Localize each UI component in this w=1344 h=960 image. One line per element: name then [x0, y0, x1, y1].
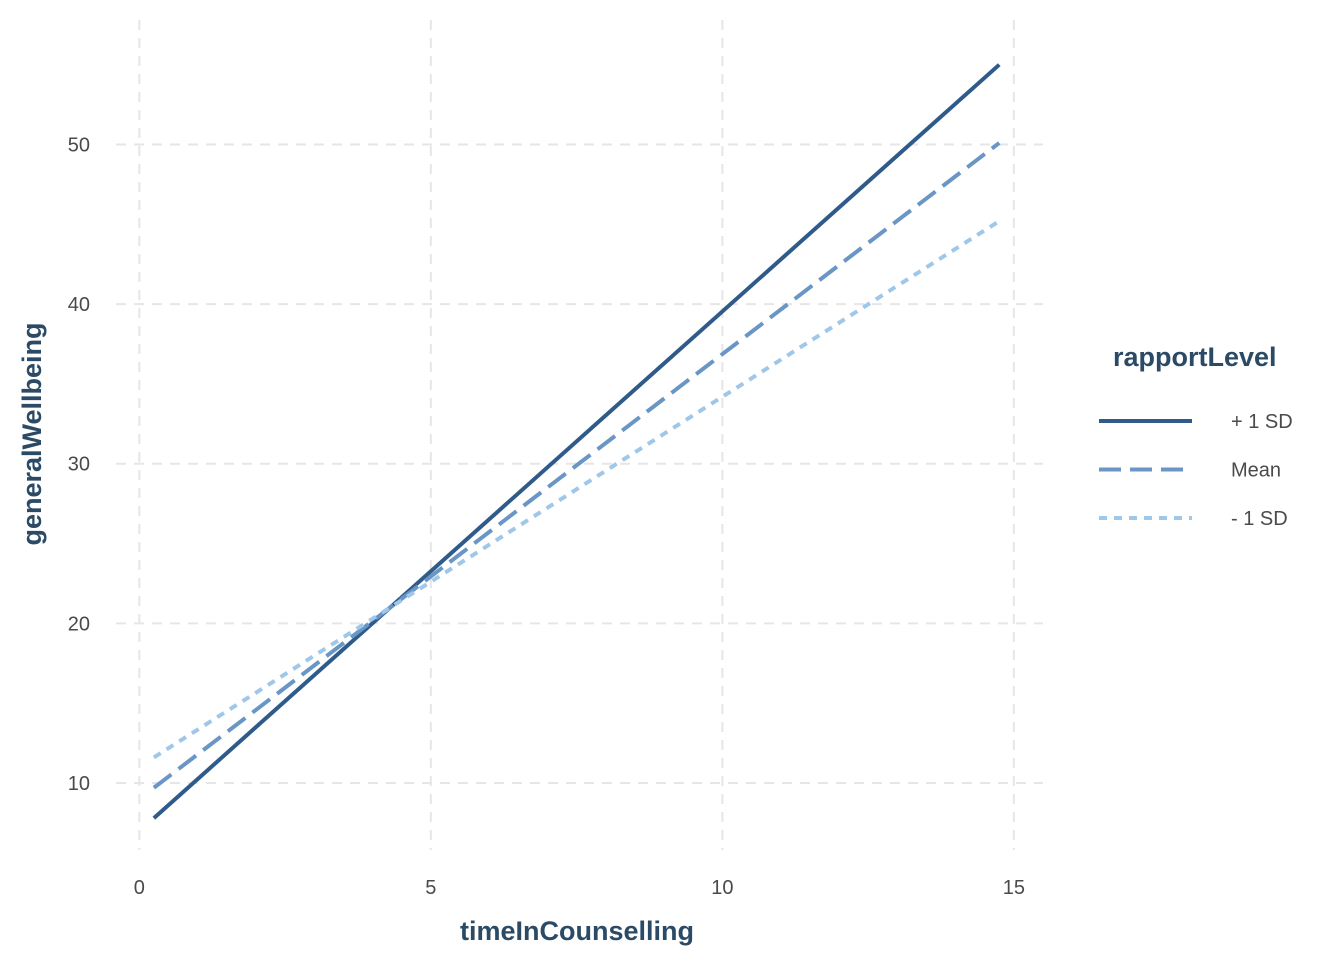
y-tick-label: 10 [68, 773, 90, 795]
series-line-2 [152, 141, 1001, 790]
y-axis-ticks: 10 20 30 40 50 [68, 135, 90, 795]
y-tick-label: 30 [68, 454, 90, 476]
legend-label-1: + 1 SD [1231, 411, 1293, 433]
series-line-1 [152, 63, 1001, 820]
x-tick-label: 0 [134, 877, 145, 899]
y-tick-label: 20 [68, 613, 90, 635]
x-tick-label: 15 [1003, 877, 1025, 899]
legend: rapportLevel + 1 SD Mean - 1 SD [1099, 342, 1293, 530]
series-line-3 [152, 219, 1001, 760]
series-lines [152, 63, 1001, 820]
y-tick-label: 40 [68, 294, 90, 316]
legend-label-3: - 1 SD [1231, 508, 1288, 530]
x-tick-label: 5 [425, 877, 436, 899]
x-axis-ticks: 0 5 10 15 [134, 877, 1025, 899]
x-axis-title: timeInCounselling [460, 916, 694, 946]
y-tick-label: 50 [68, 135, 90, 157]
legend-label-2: Mean [1231, 460, 1281, 482]
y-axis-title: generalWellbeing [17, 322, 47, 545]
x-tick-label: 10 [711, 877, 733, 899]
legend-title: rapportLevel [1113, 342, 1277, 372]
grid [116, 20, 1043, 850]
